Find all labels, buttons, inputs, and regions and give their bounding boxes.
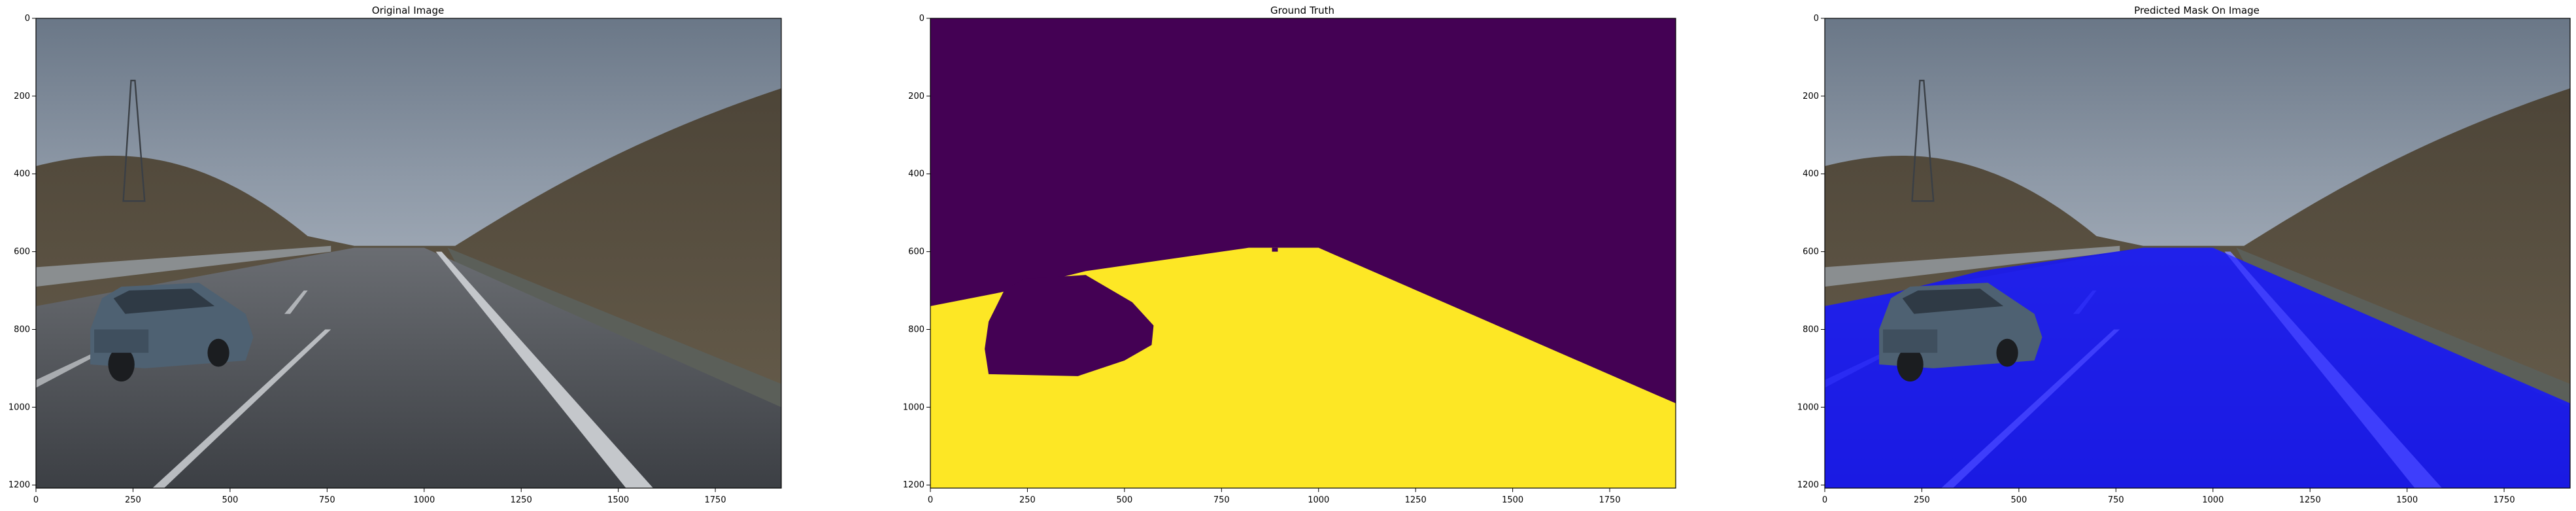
panel-ground-truth: Ground Truth 0 250 500 750 1000 1250 1500 1750 0… (903, 5, 1676, 505)
y-tick-label: 800 (1803, 325, 1819, 334)
panel-title-ground-truth: Ground Truth (1270, 5, 1334, 16)
panel-original-image: Original Image 0 250 500 750 1000 1250 1500 175… (8, 5, 783, 505)
x-tick-label: 1000 (413, 495, 435, 505)
x-tick-label: 1250 (511, 495, 532, 505)
y-tick-label: 200 (1803, 92, 1819, 101)
ground-truth-mask (930, 18, 1676, 488)
axes-frame (1824, 18, 2571, 489)
y-tick-label: 600 (908, 247, 924, 257)
y-tick-label: 1200 (1797, 480, 1819, 490)
x-tick-label: 1000 (2202, 495, 2224, 505)
x-tick-label: 1250 (2299, 495, 2321, 505)
x-tick-label: 500 (222, 495, 238, 505)
x-tick-label: 0 (928, 495, 933, 505)
mask-car-cutout (985, 275, 1154, 376)
y-tick-label: 800 (14, 325, 30, 334)
x-tick-label: 750 (319, 495, 335, 505)
y-tick-label: 600 (14, 247, 30, 257)
x-tick-label: 1250 (1405, 495, 1427, 505)
y-tick-label: 600 (1803, 247, 1819, 257)
x-tick-label: 1500 (1502, 495, 1523, 505)
x-tick-label: 500 (1116, 495, 1132, 505)
y-tick-label: 0 (919, 14, 924, 24)
prediction-image (1823, 17, 2571, 489)
y-tick-label: 1200 (903, 480, 924, 490)
y-tick-label: 0 (1814, 14, 1819, 24)
x-tick-label: 1750 (705, 495, 726, 505)
y-tick-label: 1000 (903, 402, 924, 412)
x-tick-label: 750 (2108, 495, 2124, 505)
axes-frame (35, 18, 782, 489)
y-tick-label: 0 (25, 14, 30, 24)
x-tick-label: 1000 (1308, 495, 1329, 505)
x-tick-label: 250 (1019, 495, 1036, 505)
y-tick-label: 1200 (8, 480, 30, 490)
y-tick-label: 1000 (8, 402, 30, 412)
x-tick-label: 500 (2010, 495, 2027, 505)
original-image (35, 17, 783, 489)
x-tick-label: 1500 (607, 495, 629, 505)
y-tick-label: 400 (14, 169, 30, 179)
x-tick-label: 750 (1213, 495, 1230, 505)
y-tick-label: 200 (14, 92, 30, 101)
y-tick-label: 1000 (1797, 402, 1819, 412)
panel-title-original: Original Image (372, 5, 444, 16)
y-tick-label: 800 (908, 325, 924, 334)
x-tick-label: 1750 (1599, 495, 1621, 505)
x-tick-label: 250 (1914, 495, 1930, 505)
panel-predicted-mask: Predicted Mask On Image 0 250 500 750 1000 12… (1797, 5, 2571, 505)
x-tick-label: 250 (125, 495, 141, 505)
y-tick-label: 400 (908, 169, 924, 179)
x-tick-label: 1750 (2494, 495, 2515, 505)
x-tick-label: 0 (33, 495, 39, 505)
y-tick-label: 400 (1803, 169, 1819, 179)
x-tick-label: 1500 (2396, 495, 2418, 505)
axes-frame (930, 18, 1676, 489)
panel-title-prediction: Predicted Mask On Image (2134, 5, 2260, 16)
y-tick-label: 200 (908, 92, 924, 101)
x-tick-label: 0 (1822, 495, 1827, 505)
